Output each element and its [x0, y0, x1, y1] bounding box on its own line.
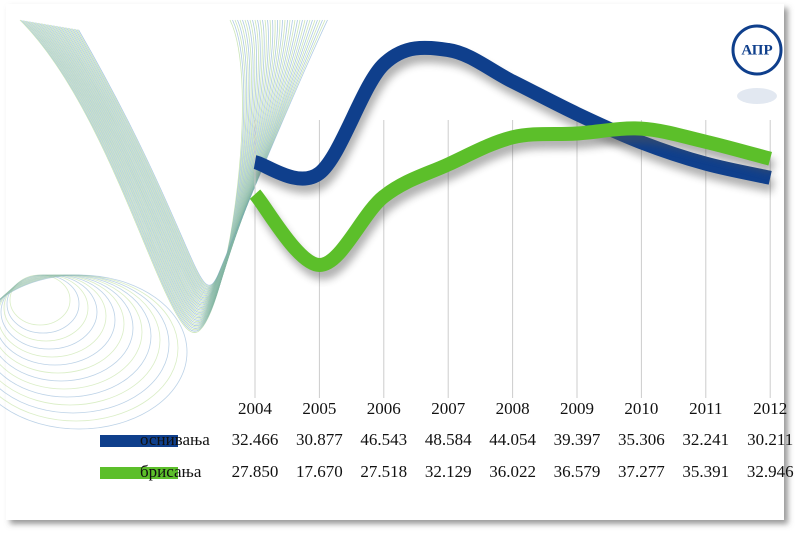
mesh-ellipse	[0, 274, 188, 430]
value-label: 36.022	[489, 462, 536, 481]
x-tick-label: 2004	[238, 399, 273, 418]
x-tick-label: 2012	[753, 399, 787, 418]
legend-label: оснивања	[140, 430, 210, 449]
mesh-line	[42, 19, 269, 313]
mesh-line	[37, 19, 263, 317]
value-label: 46.543	[360, 430, 407, 449]
mesh-line	[25, 19, 249, 328]
mesh-line	[43, 19, 271, 312]
x-tick-label: 2010	[624, 399, 658, 418]
logo-ring	[731, 24, 783, 76]
mesh-line	[30, 19, 254, 324]
mesh-line	[45, 19, 274, 311]
mesh-line	[33, 19, 258, 321]
x-tick-label: 2007	[431, 399, 466, 418]
value-label: 32.129	[425, 462, 472, 481]
mesh-line	[49, 19, 281, 307]
x-tick-label: 2011	[689, 399, 722, 418]
x-tick-label: 2006	[367, 399, 401, 418]
value-label: 35.391	[682, 462, 729, 481]
logo-reflection	[737, 88, 777, 104]
mesh-line	[24, 19, 248, 329]
value-label: 32.466	[232, 430, 279, 449]
x-tick-label: 2005	[302, 399, 336, 418]
mesh-line	[27, 19, 251, 326]
value-label: 48.584	[425, 430, 472, 449]
mesh-line	[21, 19, 245, 332]
logo: АПР	[731, 24, 783, 104]
value-label: 17.670	[296, 462, 343, 481]
value-label: 30.211	[747, 430, 793, 449]
legend-label: брисања	[140, 462, 202, 481]
mesh-line	[28, 19, 252, 325]
line	[249, 121, 772, 273]
value-label: 30.877	[296, 430, 343, 449]
mesh-line	[19, 19, 243, 333]
line-shadow	[252, 129, 775, 281]
mesh-line	[31, 19, 256, 322]
x-tick-label: 2009	[560, 399, 594, 418]
value-label: 32.946	[747, 462, 794, 481]
mesh-line	[39, 19, 265, 316]
mesh-line	[34, 19, 259, 320]
value-label: 27.518	[360, 462, 407, 481]
mesh-line	[36, 19, 261, 318]
value-label: 36.579	[554, 462, 601, 481]
decoration	[0, 19, 328, 430]
plot: 2004 2005 2006 2007 2008 2009 2010 2011 2012 осни…	[100, 40, 794, 481]
value-label: 44.054	[489, 430, 536, 449]
value-label: 27.850	[232, 462, 279, 481]
logo-text: АПР	[741, 42, 772, 58]
x-tick-label: 2008	[496, 399, 530, 418]
value-label: 37.277	[618, 462, 665, 481]
frame	[6, 4, 784, 520]
value-label: 32.241	[682, 430, 729, 449]
mesh-line	[40, 19, 267, 315]
line	[252, 40, 772, 186]
value-label: 35.306	[618, 430, 665, 449]
mesh-line	[22, 19, 246, 331]
mesh-line	[78, 19, 328, 286]
value-label: 39.397	[554, 430, 601, 449]
